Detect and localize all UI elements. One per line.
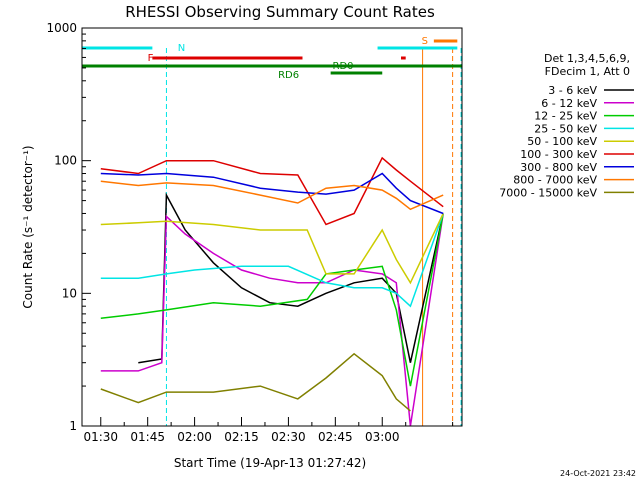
- y-tick-label: 1000: [46, 21, 77, 35]
- legend-header: Det 1,3,4,5,6,9,: [544, 52, 630, 65]
- series-line-1: [100, 213, 444, 427]
- legend-label: 800 - 7000 keV: [513, 174, 597, 187]
- legend-label: 100 - 300 keV: [520, 148, 597, 161]
- y-axis: 1 10 100 1000: [46, 21, 91, 433]
- y-tick-label: 10: [62, 286, 77, 300]
- legend-header: FDecim 1, Att 0: [545, 65, 630, 78]
- y-axis-label: Count Rate (s⁻¹ detector⁻¹): [21, 145, 35, 308]
- footer-timestamp: 24-Oct-2021 23:42: [560, 469, 636, 478]
- legend-label: 300 - 800 keV: [520, 161, 597, 174]
- flag-label-n: N: [178, 43, 185, 54]
- legend-label: 12 - 25 keV: [534, 110, 597, 123]
- x-tick-label: 01:45: [130, 430, 165, 444]
- flag-label-rd6: RD6: [278, 70, 299, 81]
- series-line-6: [100, 172, 444, 215]
- flag-label-rd0: RD0: [333, 61, 354, 72]
- x-tick-label: 02:30: [271, 430, 306, 444]
- series-line-7: [100, 180, 444, 211]
- series-line-0: [138, 192, 444, 364]
- x-axis-label: Start Time (19-Apr-13 01:27:42): [174, 456, 366, 470]
- series-line-2: [100, 213, 444, 387]
- x-axis: 01:30 01:45 02:00 02:15 02:30 02:45 03:00: [83, 417, 454, 444]
- x-tick-label: 02:15: [224, 430, 259, 444]
- legend-label: 3 - 6 keV: [548, 84, 597, 97]
- x-tick-label: 02:00: [177, 430, 212, 444]
- legend-label: 6 - 12 keV: [541, 97, 597, 110]
- legend-label: 25 - 50 keV: [534, 122, 597, 135]
- series-line-3: [100, 213, 444, 308]
- legend-label: 50 - 100 keV: [527, 135, 597, 148]
- x-tick-label: 03:00: [365, 430, 400, 444]
- flag-label-s: S: [422, 36, 428, 47]
- legend: Det 1,3,4,5,6,9,FDecim 1, Att 0 3 - 6 keV…: [499, 52, 634, 199]
- series-line-8: [100, 352, 411, 412]
- series-line-4: [100, 213, 444, 285]
- y-tick-label: 1: [69, 419, 77, 433]
- plot-area: N F S RD0 RD6: [82, 36, 462, 427]
- chart-title: RHESSI Observing Summary Count Rates: [125, 3, 435, 21]
- y-tick-label: 100: [54, 154, 77, 168]
- legend-label: 7000 - 15000 keV: [499, 186, 597, 199]
- x-tick-label: 02:45: [318, 430, 353, 444]
- flag-label-f: F: [148, 53, 154, 64]
- plot-frame: [81, 27, 463, 427]
- x-tick-label: 01:30: [83, 430, 118, 444]
- series-line-5: [100, 156, 444, 226]
